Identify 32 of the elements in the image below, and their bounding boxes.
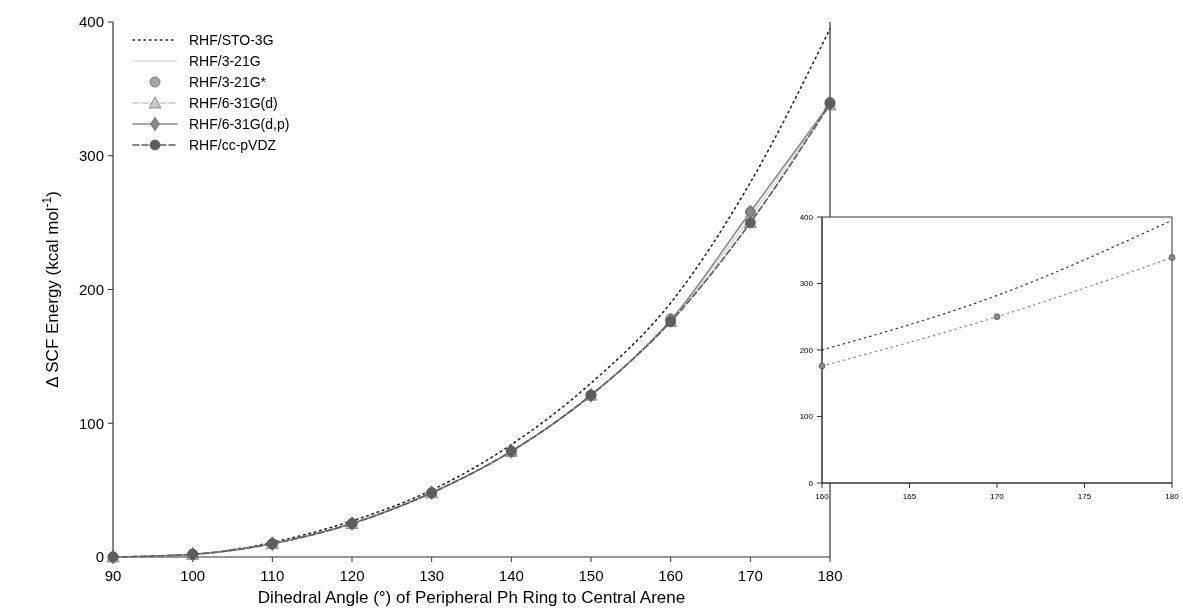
- x-tick-label: 170: [737, 567, 763, 584]
- legend-label: RHF/STO-3G: [189, 31, 274, 48]
- y-tick-label: 300: [799, 279, 814, 289]
- x-tick-label: 150: [578, 567, 604, 584]
- x-tick-label: 180: [817, 567, 843, 584]
- y-tick-label: 100: [799, 412, 814, 422]
- y-tick-label: 0: [808, 478, 814, 488]
- legend-label: RHF/3-21G: [189, 52, 261, 69]
- legend-label: RHF/6-31G(d): [189, 94, 278, 111]
- x-axis-title: Dihedral Angle (°) of Peripheral Ph Ring to Central Arene: [257, 588, 686, 607]
- x-tick-label: 90: [104, 567, 122, 584]
- x-tick-label: 165: [902, 492, 917, 501]
- y-tick-label: 200: [78, 280, 104, 298]
- x-tick-label: 100: [180, 567, 206, 584]
- x-tick-label: 130: [419, 567, 445, 584]
- legend-label: RHF/6-31G(d,p): [189, 115, 290, 132]
- x-tick-label: 170: [990, 492, 1005, 501]
- x-tick-label: 180: [1165, 492, 1180, 501]
- y-tick-label: 400: [799, 212, 814, 222]
- y-tick-label: 0: [95, 548, 104, 566]
- x-tick-label: 140: [498, 567, 524, 584]
- y-tick-label: 300: [78, 147, 104, 164]
- x-tick-label: 160: [658, 567, 684, 584]
- y-tick-label: 200: [799, 345, 814, 355]
- x-tick-label: 120: [339, 567, 365, 584]
- x-tick-label: 110: [260, 567, 285, 584]
- y-tick-label: 100: [78, 414, 104, 432]
- y-tick-label: 400: [78, 13, 104, 31]
- x-tick-label: 160: [815, 492, 830, 501]
- legend-label: RHF/cc-pVDZ: [189, 136, 277, 153]
- x-tick-label: 175: [1077, 492, 1092, 501]
- legend-label: RHF/3-21G*: [189, 73, 267, 90]
